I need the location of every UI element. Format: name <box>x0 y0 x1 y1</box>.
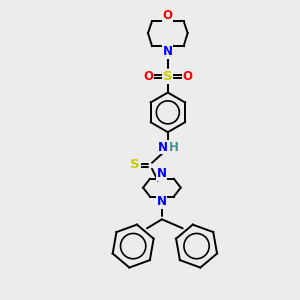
Text: O: O <box>163 9 173 22</box>
Text: O: O <box>183 70 193 83</box>
Text: S: S <box>130 158 140 171</box>
Text: N: N <box>157 167 167 180</box>
Text: N: N <box>157 195 167 208</box>
Text: H: H <box>169 140 179 154</box>
Text: S: S <box>163 70 172 83</box>
Text: O: O <box>143 70 153 83</box>
Text: N: N <box>158 140 168 154</box>
Text: N: N <box>163 45 173 58</box>
